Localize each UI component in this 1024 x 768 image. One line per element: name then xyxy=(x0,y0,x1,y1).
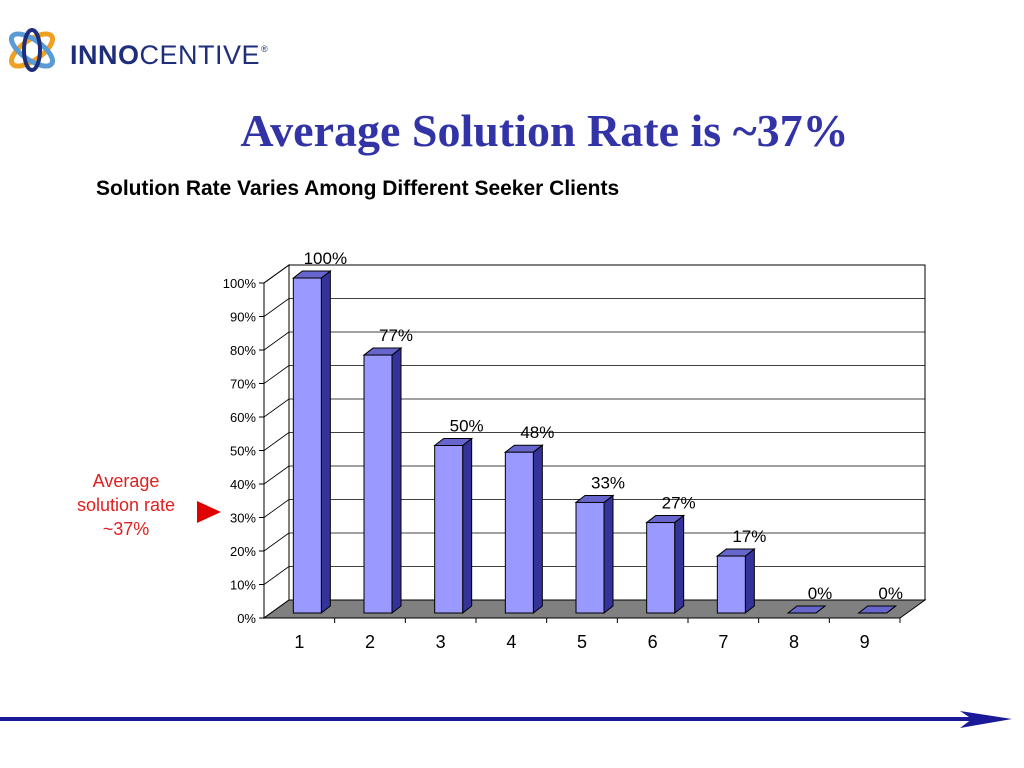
gridline-depth xyxy=(263,532,290,552)
bar-side xyxy=(320,269,331,615)
bar-front xyxy=(716,555,746,614)
average-annotation: Average solution rate ~37% xyxy=(76,471,176,539)
y-tick-label: 30% xyxy=(230,511,256,526)
data-label: 17% xyxy=(732,527,766,546)
x-tick-label: 5 xyxy=(577,632,587,652)
gridline-depth xyxy=(263,499,290,518)
bar-side xyxy=(744,548,755,615)
gridline-depth xyxy=(263,566,290,585)
data-label: 50% xyxy=(450,417,484,436)
logo-swirl-icon xyxy=(9,28,55,72)
footer-rule xyxy=(0,711,1012,728)
footer-arrow-icon xyxy=(960,711,1012,728)
x-tick-label: 3 xyxy=(436,632,446,652)
y-tick-label: 50% xyxy=(230,444,256,459)
data-label: 77% xyxy=(379,326,413,345)
gridline-depth xyxy=(263,398,290,418)
bar-front xyxy=(504,451,534,614)
x-tick-label: 2 xyxy=(365,632,375,652)
y-tick-label: 0% xyxy=(237,611,256,626)
x-tick-label: 6 xyxy=(648,632,658,652)
bar-4 xyxy=(503,444,544,615)
y-tick-label: 60% xyxy=(230,410,256,425)
gridline-depth xyxy=(263,365,290,384)
y-tick-label: 10% xyxy=(230,578,256,593)
y-tick-label: 40% xyxy=(230,477,256,492)
data-label: 33% xyxy=(591,473,625,492)
x-tick-label: 9 xyxy=(860,632,870,652)
bar-1 xyxy=(291,269,332,615)
gridline-depth xyxy=(263,331,290,351)
y-tick-label: 90% xyxy=(230,310,256,325)
bar-6 xyxy=(645,514,686,615)
bar-front xyxy=(292,277,322,614)
slide-subtitle: Solution Rate Varies Among Different See… xyxy=(96,177,620,200)
bar-side xyxy=(391,347,402,615)
y-tick-label: 20% xyxy=(230,544,256,559)
gridline-depth xyxy=(263,432,290,451)
innocentive-logo: INNOCENTIVE® xyxy=(0,10,320,90)
y-tick-label: 70% xyxy=(230,377,256,392)
bar-7 xyxy=(715,548,756,615)
logo-wordmark: INNOCENTIVE® xyxy=(70,40,269,70)
y-tick-label: 80% xyxy=(230,343,256,358)
data-label: 100% xyxy=(304,249,347,268)
x-tick-label: 4 xyxy=(506,632,516,652)
bar-8 xyxy=(786,605,827,614)
gridline-depth xyxy=(263,264,290,284)
x-tick-label: 7 xyxy=(718,632,728,652)
solution-rate-chart: 0%10%20%30%40%50%60%70%80%90%100%100%177… xyxy=(223,249,927,652)
bar-3 xyxy=(433,437,474,615)
bar-side xyxy=(603,494,614,615)
bar-front xyxy=(434,445,464,614)
gridline-depth xyxy=(263,298,290,317)
bar-side xyxy=(674,514,685,615)
bar-side xyxy=(462,437,473,615)
bar-2 xyxy=(362,347,403,615)
slide-title: Average Solution Rate is ~37% xyxy=(240,105,849,156)
average-marker-arrow-icon xyxy=(197,501,221,523)
y-tick-label: 100% xyxy=(223,276,257,291)
bar-5 xyxy=(574,494,615,615)
data-label: 0% xyxy=(878,584,903,603)
bar-front xyxy=(575,501,605,614)
data-label: 48% xyxy=(520,423,554,442)
data-label: 27% xyxy=(662,494,696,513)
bar-front xyxy=(363,354,393,614)
bar-9 xyxy=(857,605,898,614)
x-tick-label: 8 xyxy=(789,632,799,652)
bar-front xyxy=(646,522,676,614)
bar-side xyxy=(532,444,543,615)
x-tick-label: 1 xyxy=(294,632,304,652)
data-label: 0% xyxy=(808,584,833,603)
gridline-depth xyxy=(263,465,290,485)
